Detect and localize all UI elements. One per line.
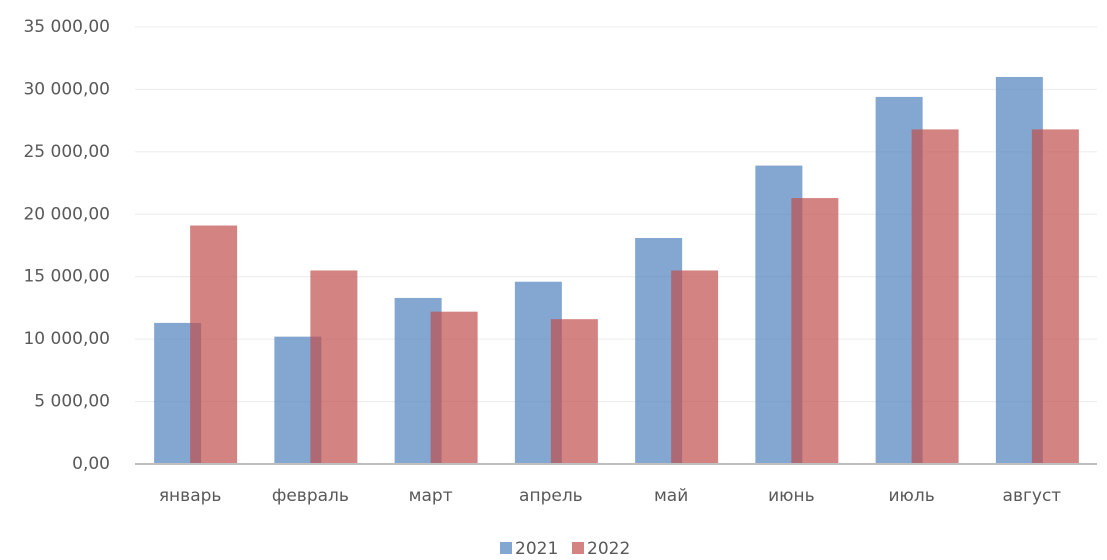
legend-swatch — [500, 542, 512, 554]
legend-swatch — [572, 542, 584, 554]
y-tick-label: 0,00 — [72, 454, 110, 474]
bar — [1031, 129, 1079, 464]
y-tick-label: 35 000,00 — [23, 17, 110, 37]
bar — [430, 311, 478, 464]
x-tick-label: март — [409, 486, 453, 506]
bar — [190, 225, 238, 464]
x-tick-label: февраль — [272, 486, 349, 506]
x-tick-label: август — [1003, 486, 1062, 506]
bar — [791, 198, 839, 464]
bar — [550, 319, 598, 464]
legend-label: 2021 — [515, 539, 558, 556]
y-tick-label: 10 000,00 — [23, 329, 110, 349]
y-tick-label: 20 000,00 — [23, 204, 110, 224]
x-tick-label: июнь — [768, 486, 815, 506]
x-tick-label: июль — [889, 486, 935, 506]
legend-label: 2022 — [587, 539, 630, 556]
x-tick-label: май — [654, 486, 688, 506]
y-tick-label: 5 000,00 — [34, 392, 110, 412]
bar — [671, 270, 719, 464]
bar — [911, 129, 959, 464]
bar — [310, 270, 358, 464]
y-tick-label: 15 000,00 — [23, 267, 110, 287]
y-tick-label: 30 000,00 — [23, 79, 110, 99]
y-tick-label: 25 000,00 — [23, 142, 110, 162]
x-tick-label: апрель — [519, 486, 583, 506]
x-tick-label: январь — [159, 486, 222, 506]
